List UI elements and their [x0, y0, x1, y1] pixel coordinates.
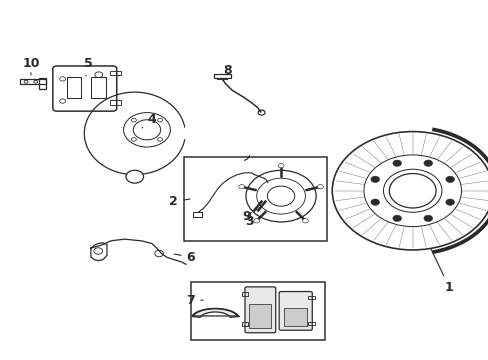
- Polygon shape: [191, 309, 238, 318]
- Bar: [39, 78, 45, 89]
- Bar: [242, 292, 247, 296]
- Bar: [192, 212, 201, 217]
- Text: 8: 8: [222, 64, 231, 80]
- Text: 3: 3: [244, 209, 256, 228]
- Circle shape: [392, 215, 401, 221]
- Bar: [308, 296, 315, 300]
- Circle shape: [126, 170, 143, 183]
- Text: 1: 1: [430, 249, 453, 294]
- Circle shape: [238, 185, 244, 189]
- Text: 4: 4: [142, 113, 156, 128]
- Bar: [91, 77, 105, 98]
- Circle shape: [392, 160, 401, 166]
- Circle shape: [445, 199, 454, 206]
- Bar: [213, 74, 231, 78]
- Bar: [190, 282, 325, 339]
- FancyBboxPatch shape: [244, 287, 275, 333]
- Circle shape: [317, 185, 323, 189]
- Circle shape: [253, 219, 259, 223]
- Text: 7: 7: [186, 294, 203, 307]
- Bar: [20, 79, 45, 84]
- Bar: [183, 157, 327, 241]
- Bar: [110, 100, 121, 105]
- Text: 9: 9: [242, 210, 251, 223]
- Bar: [284, 308, 307, 326]
- Text: 10: 10: [22, 57, 40, 75]
- Circle shape: [445, 176, 454, 183]
- Text: 6: 6: [174, 251, 195, 264]
- Circle shape: [423, 215, 432, 221]
- FancyBboxPatch shape: [279, 292, 312, 330]
- Bar: [66, 77, 81, 98]
- Text: 2: 2: [169, 195, 190, 208]
- Circle shape: [370, 176, 379, 183]
- Circle shape: [302, 219, 308, 223]
- Circle shape: [423, 160, 432, 166]
- Text: 5: 5: [84, 57, 93, 76]
- Circle shape: [133, 120, 160, 140]
- Bar: [242, 321, 247, 326]
- Bar: [110, 71, 121, 75]
- Circle shape: [370, 199, 379, 206]
- Bar: [249, 304, 271, 328]
- Bar: [308, 321, 315, 325]
- Circle shape: [278, 163, 284, 168]
